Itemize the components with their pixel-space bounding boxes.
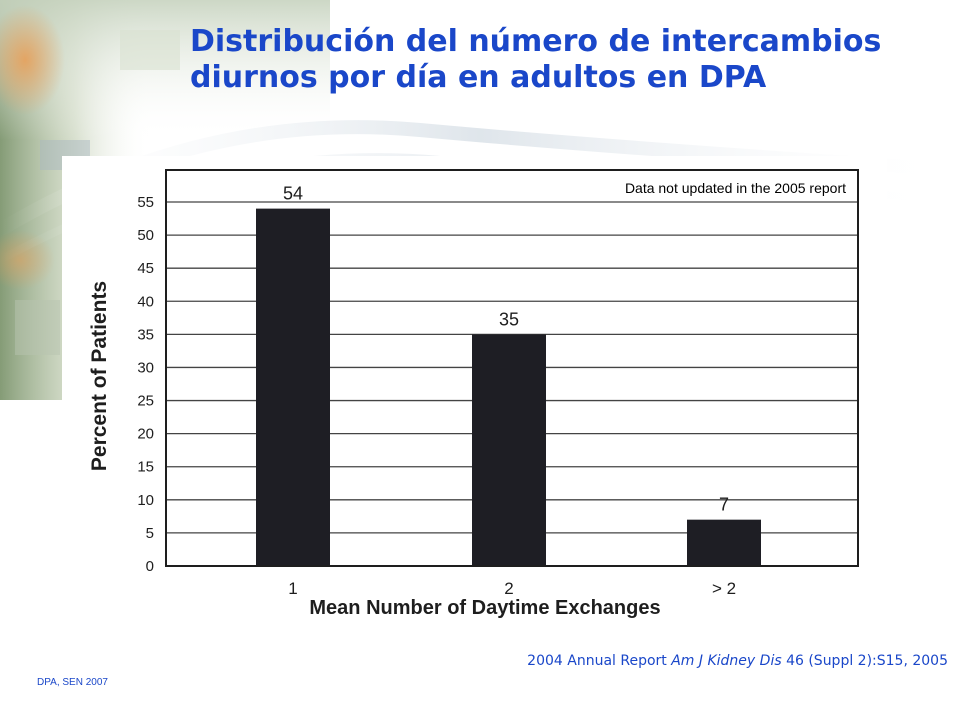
y-tick-label: 35 bbox=[137, 326, 154, 343]
bar bbox=[687, 519, 761, 566]
y-tick-label: 45 bbox=[137, 260, 154, 277]
y-tick-label: 0 bbox=[146, 558, 154, 575]
source-citation: 2004 Annual Report Am J Kidney Dis 46 (S… bbox=[527, 653, 948, 669]
data-label: 54 bbox=[283, 184, 303, 204]
footer-label: DPA, SEN 2007 bbox=[37, 677, 108, 688]
x-tick-label: > 2 bbox=[712, 579, 736, 598]
x-axis-label: Mean Number of Daytime Exchanges bbox=[309, 597, 660, 619]
bar bbox=[472, 334, 546, 566]
bar-chart: 0 5 10 15 20 25 30 35 40 45 50 55 1 2 > 2 54 35 7 Data … bbox=[88, 169, 859, 619]
y-tick-label: 25 bbox=[137, 393, 154, 410]
slide-title-line-2: diurnos por día en adultos en DPA bbox=[190, 60, 767, 95]
y-axis-label: Percent of Patients bbox=[88, 281, 111, 471]
citation-details: 46 (Suppl 2):S15, 2005 bbox=[781, 653, 948, 669]
chart-annotation: Data not updated in the 2005 report bbox=[625, 180, 846, 196]
x-tick-label: 2 bbox=[504, 579, 513, 598]
data-labels: 54 35 7 bbox=[283, 184, 729, 515]
citation-journal: Am J Kidney Dis bbox=[671, 653, 782, 669]
chart-panel: 0 5 10 15 20 25 30 35 40 45 50 55 1 2 > 2 54 35 7 Data … bbox=[62, 156, 887, 626]
x-tick-label: 1 bbox=[288, 579, 297, 598]
bar bbox=[256, 208, 330, 567]
x-tick-labels: 1 2 > 2 bbox=[288, 579, 736, 598]
y-tick-label: 5 bbox=[146, 525, 154, 542]
slide-title-line-1: Distribución del número de intercambios bbox=[190, 24, 882, 59]
y-tick-label: 50 bbox=[137, 227, 154, 244]
y-tick-labels: 0 5 10 15 20 25 30 35 40 45 50 55 bbox=[137, 194, 154, 575]
y-tick-label: 40 bbox=[137, 293, 154, 310]
y-tick-label: 10 bbox=[137, 492, 154, 509]
plot-frame bbox=[165, 169, 859, 567]
citation-text: 2004 Annual Report bbox=[527, 653, 672, 669]
data-label: 35 bbox=[499, 309, 519, 329]
bars bbox=[256, 208, 761, 567]
data-label: 7 bbox=[719, 495, 729, 515]
y-tick-label: 55 bbox=[137, 194, 154, 211]
y-tick-label: 30 bbox=[137, 359, 154, 376]
slide-title: Distribución del número de intercambios … bbox=[190, 24, 950, 96]
y-tick-label: 20 bbox=[137, 426, 154, 443]
y-tick-label: 15 bbox=[137, 459, 154, 476]
